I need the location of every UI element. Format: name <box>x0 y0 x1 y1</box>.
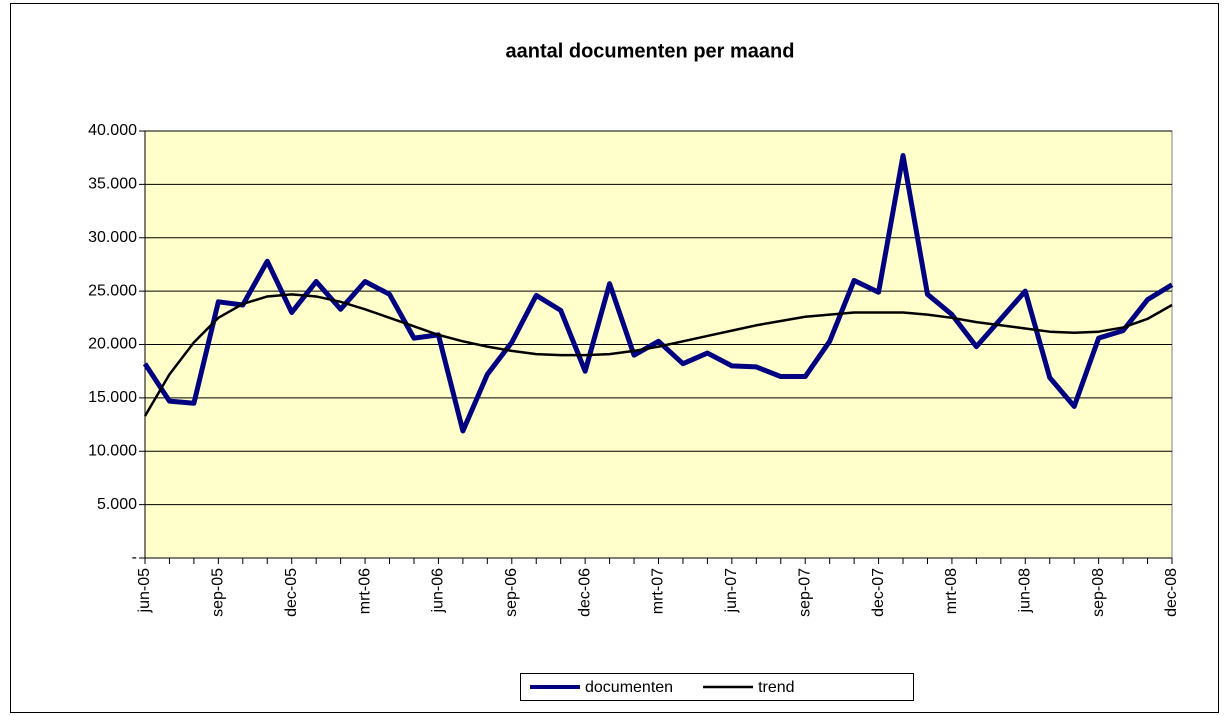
x-tick-label: dec-06 <box>576 568 593 617</box>
y-tick-label: 20.000 <box>88 336 137 353</box>
y-tick-label: 40.000 <box>88 122 137 139</box>
series-line <box>142 153 1174 434</box>
legend-label: trend <box>758 679 794 696</box>
x-tick-label: dec-08 <box>1163 568 1180 617</box>
legend-label: documenten <box>585 679 673 696</box>
x-tick-label: jun-05 <box>136 568 153 614</box>
x-tick-label: jun-06 <box>430 568 447 614</box>
y-tick-label: 5.000 <box>97 496 137 513</box>
x-tick-label: jun-08 <box>1017 568 1034 614</box>
y-tick-label: 35.000 <box>88 176 137 193</box>
x-tick-label: mrt-08 <box>943 568 960 614</box>
x-tick-label: sep-08 <box>1090 568 1107 617</box>
series-line <box>143 293 1173 417</box>
x-tick-label: mrt-06 <box>356 568 373 614</box>
x-tick-label: sep-05 <box>210 568 227 617</box>
x-tick-label: mrt-07 <box>650 568 667 614</box>
x-tick-label: jun-07 <box>723 568 740 614</box>
x-tick-label: sep-07 <box>796 568 813 617</box>
x-tick-label: dec-07 <box>870 568 887 617</box>
x-tick-label: sep-06 <box>503 568 520 617</box>
y-tick-label: 30.000 <box>88 229 137 246</box>
y-tick-label: 10.000 <box>88 442 137 459</box>
chart-title: aantal documenten per maand <box>506 40 795 62</box>
y-tick-label: - <box>132 549 137 566</box>
y-tick-label: 15.000 <box>88 389 137 406</box>
y-tick-label: 25.000 <box>88 282 137 299</box>
x-tick-label: dec-05 <box>283 568 300 617</box>
